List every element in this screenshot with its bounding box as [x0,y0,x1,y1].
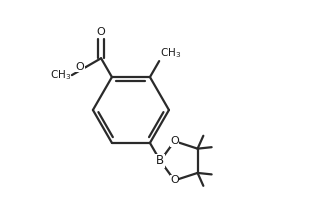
Text: O: O [170,175,179,185]
Text: CH$_3$: CH$_3$ [160,46,181,60]
Text: O: O [97,27,106,37]
Text: CH$_3$: CH$_3$ [50,68,71,82]
Text: B: B [156,154,164,167]
Text: O: O [76,62,84,72]
Text: O: O [170,136,179,146]
